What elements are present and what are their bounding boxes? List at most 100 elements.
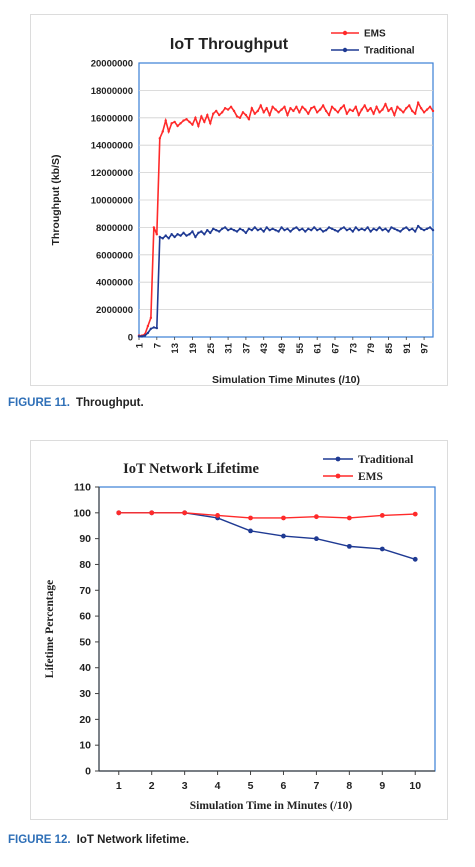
data-point [422,228,426,232]
data-point [379,546,385,552]
data-point [247,227,251,230]
data-point [345,112,349,115]
x-tick-label: 1 [135,342,146,348]
data-point [185,234,188,237]
data-point [346,515,352,521]
data-point [241,228,245,232]
data-point [161,237,164,240]
data-point [405,107,408,110]
data-point [295,226,298,229]
data-point [354,105,357,109]
data-point [206,228,209,232]
y-axis-label: Throughput (kb/S) [50,155,62,246]
y-tick-label: 20000000 [91,59,133,70]
data-point [158,137,161,140]
data-point [229,105,233,109]
data-point [182,231,185,235]
y-tick-label: 4000000 [96,278,133,289]
data-point [399,230,402,233]
data-point [342,104,346,107]
data-point [324,228,328,232]
data-point [351,230,355,233]
data-point [238,227,242,230]
data-point [152,226,156,229]
data-point [330,105,334,109]
x-axis-label: Simulation Time in Minutes (/10) [190,800,353,812]
data-point [241,111,245,114]
data-point [146,324,150,328]
data-point [262,111,265,114]
lifetime-figure: 0 10 20 30 40 50 60 70 80 90 100 110 1 2 3 4 5 6 7 8 9 10 IoT … [30,440,448,820]
data-point [206,113,209,117]
data-point [416,224,420,228]
x-tick-label: 1 [116,780,122,792]
data-point [152,326,156,329]
data-point [194,235,197,239]
data-point [232,228,236,232]
data-point [428,105,432,109]
x-tick-label: 4 [215,780,221,792]
data-point [277,111,280,114]
data-point [250,107,254,110]
y-tick-label: 80 [79,559,91,571]
data-point [402,111,405,114]
y-tick-label: 10 [79,740,91,752]
figure-12-caption: FIGURE 12. IoT Network lifetime. [8,834,189,846]
data-point [375,228,378,232]
data-point [292,227,295,230]
data-point [405,226,408,229]
data-point [215,109,218,113]
x-tick-label: 49 [277,343,288,354]
data-point [346,543,352,549]
data-point [220,111,224,114]
plot-area [98,486,436,772]
y-tick-label: 0 [128,333,133,344]
data-point [200,230,203,233]
data-point [274,228,277,232]
data-point [393,227,396,230]
data-point [402,227,405,230]
data-point [321,230,325,233]
data-point [378,111,381,114]
x-tick-label: 67 [331,343,342,354]
data-point [248,528,253,534]
data-point [155,233,159,236]
data-point [256,228,259,232]
data-point [298,111,301,114]
x-tick-label: 9 [379,780,385,792]
legend-label-traditional: Traditional [358,454,413,466]
series-line-ems [118,512,416,519]
data-point [179,122,182,125]
data-point [280,108,283,111]
data-point [173,120,176,124]
x-tick-label: 7 [152,343,163,348]
data-point [200,115,203,118]
data-point [411,109,414,113]
data-point [209,122,212,125]
data-point [351,109,355,113]
data-point [387,109,390,113]
figure-12-number: FIGURE 12. [8,834,71,846]
data-point [223,107,227,110]
data-point [229,227,233,230]
data-point [372,112,375,115]
data-point [313,105,316,109]
data-point [176,124,179,128]
x-tick-label: 43 [259,343,270,354]
data-point [422,111,426,114]
legend-marker-ems [342,30,348,36]
data-point [215,513,220,518]
data-point [232,109,236,113]
data-point [259,104,262,107]
data-point [425,227,429,230]
y-axis-label: Lifetime Percentage [44,580,56,678]
data-point [250,228,254,232]
data-point [413,112,417,115]
data-point [431,228,435,232]
data-point [238,116,242,120]
x-tick-label: 97 [420,343,431,354]
data-point [223,226,227,229]
data-point [339,107,343,110]
data-point [164,234,167,237]
data-point [390,226,393,229]
